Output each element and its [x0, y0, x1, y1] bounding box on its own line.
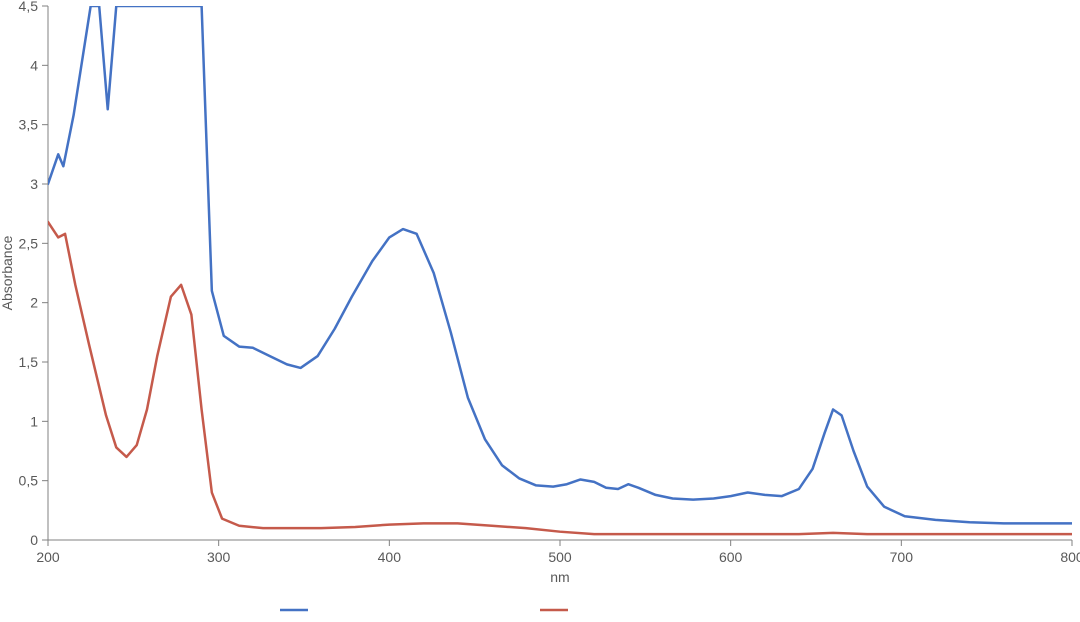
x-tick-label: 800	[1060, 549, 1080, 565]
y-tick-label: 2,5	[19, 235, 39, 251]
x-tick-label: 200	[36, 549, 60, 565]
x-tick-label: 300	[207, 549, 231, 565]
y-tick-label: 0,5	[19, 473, 39, 489]
series-red	[48, 222, 1072, 534]
y-tick-label: 4,5	[19, 0, 39, 14]
x-tick-label: 500	[548, 549, 572, 565]
x-tick-label: 400	[378, 549, 402, 565]
y-tick-label: 1,5	[19, 354, 39, 370]
chart-svg: 0 0,5 1 1,5 2 2,5 3 3,5 4 4,5 200 300 400 500 600 700 80…	[0, 0, 1080, 622]
series-blue	[48, 6, 1072, 523]
y-tick-label: 3,5	[19, 117, 39, 133]
x-tick-label: 700	[890, 549, 914, 565]
y-tick-label: 3	[30, 176, 38, 192]
y-tick-label: 0	[30, 532, 38, 548]
y-tick-label: 2	[30, 295, 38, 311]
y-tick-label: 1	[30, 413, 38, 429]
y-tick-label: 4	[30, 57, 38, 73]
x-tick-label: 600	[719, 549, 743, 565]
y-axis-label: Absorbance	[0, 235, 15, 310]
absorbance-chart: 0 0,5 1 1,5 2 2,5 3 3,5 4 4,5 200 300 400 500 600 700 80…	[0, 0, 1080, 622]
x-axis-label: nm	[550, 569, 569, 585]
